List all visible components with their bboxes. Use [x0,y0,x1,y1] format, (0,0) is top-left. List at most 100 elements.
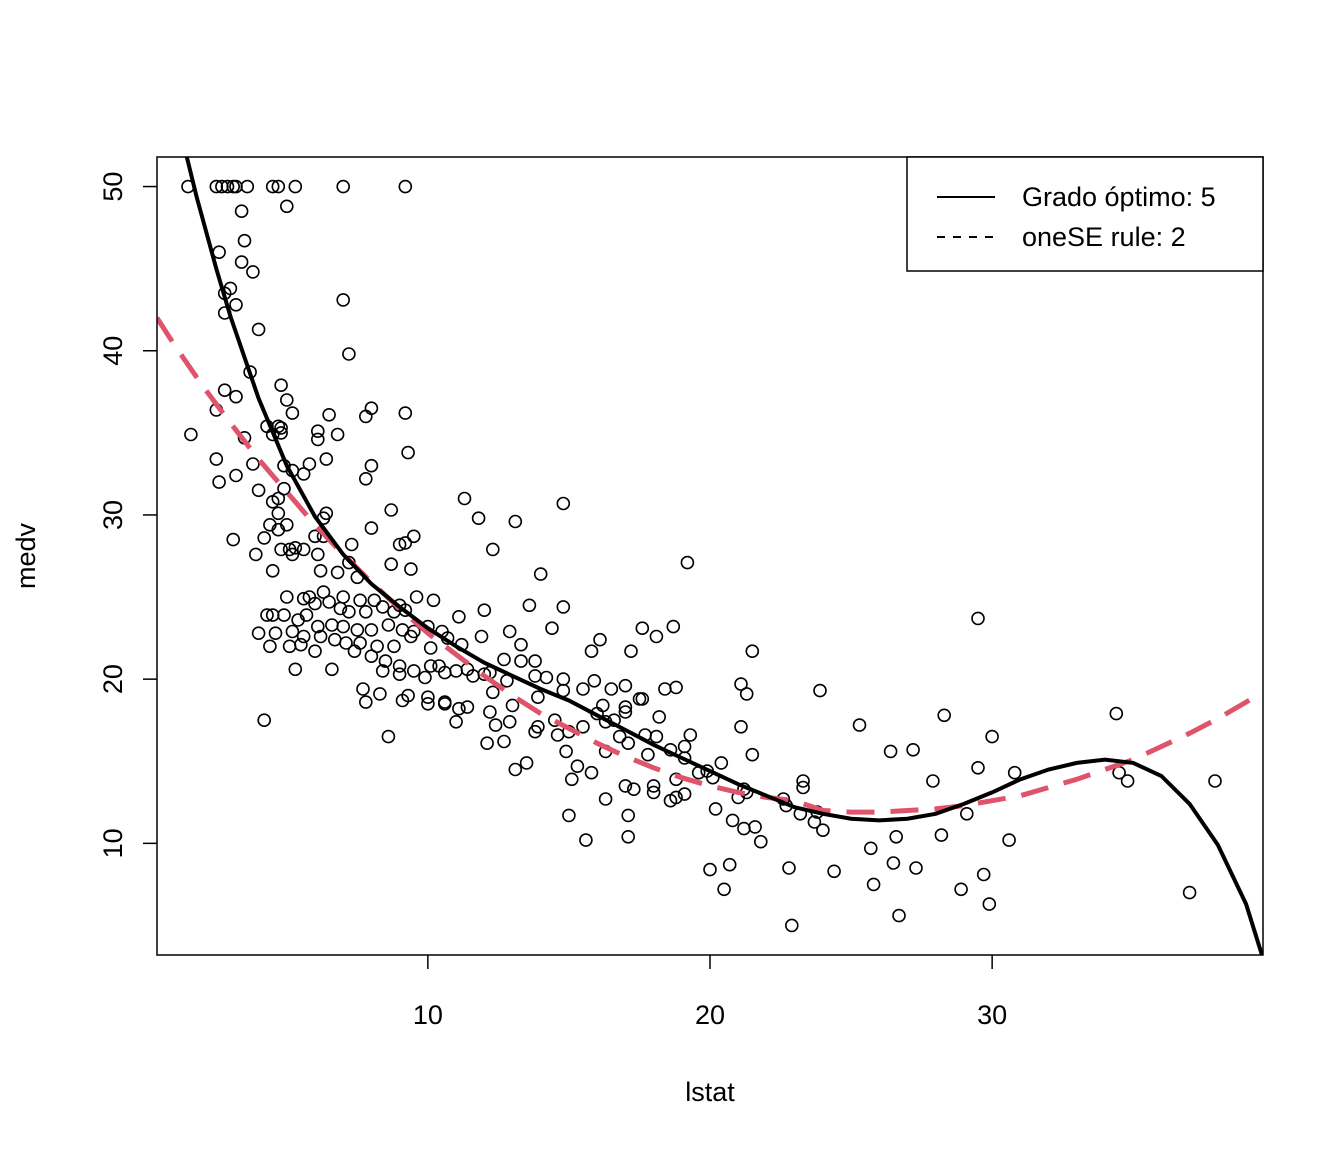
data-point [677,787,692,801]
data-point [370,639,384,654]
data-point [426,593,441,608]
data-point [576,719,590,734]
y-tick-label: 50 [98,172,128,202]
data-point [784,918,799,933]
data-point [282,542,297,557]
y-axis: 10 20 30 40 50 [98,172,157,858]
data-point [745,747,760,762]
data-point [398,536,413,550]
x-tick-label: 30 [977,1000,1007,1030]
data-point [418,670,432,685]
data-point [646,785,661,800]
data-point [906,742,920,757]
data-point [279,590,294,604]
data-point [302,457,317,471]
data-point [892,908,906,923]
data-point [234,204,249,218]
data-point [584,644,599,659]
data-point [519,756,534,770]
data-point [294,637,308,652]
data-point [641,747,655,762]
data-point [313,563,328,578]
x-tick-label: 10 [413,1000,443,1030]
data-point [714,756,729,770]
data-point [421,696,435,711]
data-point [316,585,331,599]
data-point [883,744,898,759]
data-point [310,432,325,447]
data-point [618,678,633,693]
data-point [364,649,379,664]
data-point [423,641,438,655]
data-point [263,517,277,532]
data-point [564,772,579,787]
data-point [604,682,619,696]
data-point [528,654,542,668]
data-point [274,542,288,557]
data-point [274,421,288,435]
data-point [508,514,523,529]
data-point [392,659,407,673]
data-point [257,713,272,728]
data-point [404,562,418,576]
data-point [612,729,627,744]
data-point [375,600,390,614]
data-point [1182,885,1197,900]
data-point [285,624,300,639]
data-point [310,424,325,439]
data-point [375,664,390,678]
data-point [437,665,452,680]
legend-label-onese: oneSE rule: 2 [1022,222,1186,252]
data-point [237,233,252,248]
data-point [310,619,325,634]
data-point [748,820,762,834]
data-point [364,623,379,637]
x-tick-label: 20 [695,1000,725,1030]
data-point [288,540,303,555]
data-point [263,639,277,654]
data-point [652,710,667,724]
data-point [649,629,664,644]
data-point [246,457,260,471]
data-point [398,406,413,420]
data-point [333,601,348,616]
data-point [593,632,607,647]
fit-curves [157,157,1263,955]
data-point [959,806,974,821]
data-point [717,882,731,897]
data-point [279,393,294,407]
data-point [277,481,291,496]
data-point [889,829,904,844]
data-point [409,590,424,604]
data-point [226,532,240,547]
data-point [514,654,528,668]
data-point [477,667,492,682]
data-point [330,565,345,580]
data-point [480,736,494,751]
data-point [669,680,683,695]
data-point [251,626,266,641]
data-point [753,834,768,849]
data-point [782,861,796,875]
legend-label-optimal: Grado óptimo: 5 [1022,182,1216,212]
data-point [401,445,415,460]
data-point [663,793,678,808]
data-point [358,409,373,424]
data-point [288,662,303,677]
data-point [813,683,827,698]
data-point [260,608,274,622]
data-point [319,452,334,466]
data-point [739,687,754,701]
data-point [1109,706,1124,721]
data-point [866,877,881,892]
data-point [209,179,224,194]
data-point [251,322,266,337]
data-point [217,383,232,398]
data-point [745,644,760,659]
data-point [852,718,867,732]
data-point [621,736,636,751]
data-point [353,593,367,608]
data-point [296,542,311,557]
data-point [971,760,985,775]
data-point [863,841,878,856]
